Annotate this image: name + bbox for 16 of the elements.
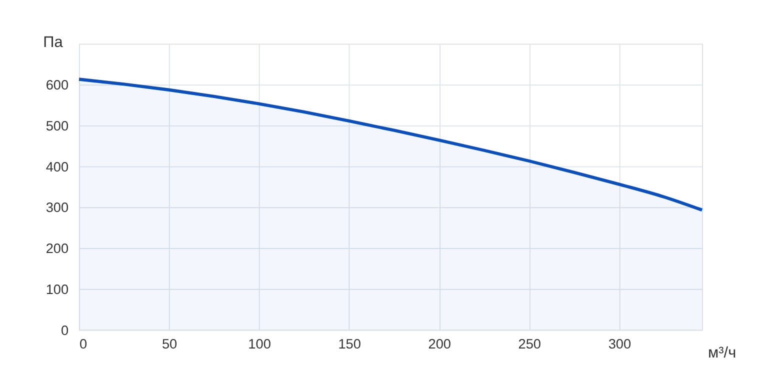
y-tick-label: 0 [60, 322, 69, 338]
x-tick-label: 200 [428, 336, 452, 352]
x-axis-title: м³/ч [708, 344, 736, 362]
y-tick-label: 400 [46, 159, 69, 174]
y-axis-title: Па [43, 34, 64, 51]
y-tick-label: 200 [46, 241, 69, 256]
y-tick-label: 500 [46, 118, 69, 134]
x-tick-label: 250 [518, 336, 542, 352]
y-tick-label: 300 [46, 200, 69, 216]
y-tick-label: 600 [46, 78, 69, 93]
x-tick-label: 50 [162, 336, 178, 352]
x-tick-label: 150 [338, 336, 362, 352]
x-tick-label: 0 [79, 336, 88, 352]
x-tick-label: 100 [248, 336, 272, 352]
y-tick-label: 100 [46, 282, 69, 297]
x-tick-label: 300 [608, 336, 632, 352]
